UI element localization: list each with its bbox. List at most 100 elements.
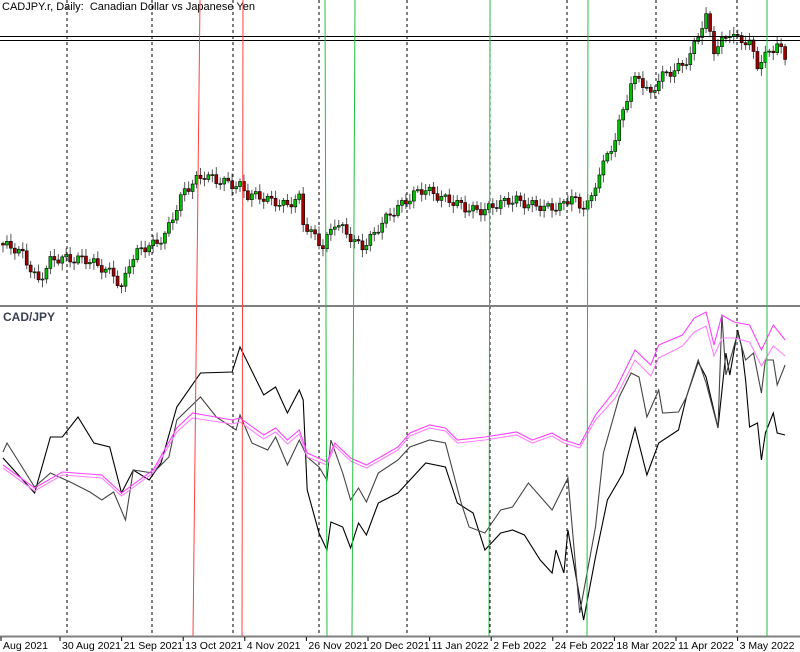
candle-body	[581, 207, 586, 210]
candle-body	[250, 193, 254, 200]
candle-body	[443, 194, 448, 197]
candle-body	[463, 202, 467, 213]
candle-body	[404, 200, 408, 205]
candle-body	[589, 195, 594, 202]
candle-body	[735, 34, 740, 36]
candle-body	[451, 202, 456, 206]
candle-body	[771, 50, 776, 53]
candle-body	[297, 193, 302, 200]
candle-body	[159, 242, 163, 245]
candle-body	[668, 72, 673, 77]
candle-body	[514, 195, 519, 204]
candle-body	[431, 186, 436, 195]
candle-body	[135, 248, 140, 260]
candle-body	[103, 268, 108, 273]
candle-body	[660, 71, 665, 82]
candle-body	[186, 188, 191, 192]
x-tick-label: 30 Aug 2021	[62, 640, 121, 652]
candle-body	[32, 271, 37, 274]
red-vertical-line	[192, 0, 201, 637]
candle-body	[119, 285, 124, 287]
candle-body	[419, 189, 424, 195]
candle-body	[388, 213, 392, 216]
candle-body	[712, 31, 716, 55]
candle-body	[510, 202, 515, 205]
candle-body	[459, 200, 464, 203]
candle-body	[293, 199, 298, 208]
indicator-line-4	[2, 325, 786, 497]
candle-body	[182, 188, 187, 196]
candle-body	[680, 62, 685, 66]
candle-body	[261, 198, 266, 202]
candle-body	[613, 140, 618, 152]
candle-body	[48, 256, 53, 269]
x-tick-label: 26 Nov 2021	[308, 640, 368, 652]
candle-body	[724, 37, 728, 39]
candle-body	[16, 248, 21, 254]
candle-body	[605, 153, 610, 162]
candle-body	[621, 109, 625, 121]
candle-body	[629, 83, 633, 102]
candle-body	[550, 203, 554, 211]
green-vertical-line	[586, 0, 589, 637]
candle-body	[569, 196, 574, 205]
candle-body	[60, 256, 65, 264]
candle-body	[558, 202, 562, 211]
candle-body	[92, 258, 96, 263]
x-tick-label: 24 Feb 2022	[555, 640, 614, 652]
candle-body	[763, 51, 768, 63]
candle-body	[609, 151, 614, 154]
candle-body	[360, 240, 365, 251]
candle-body	[254, 191, 258, 195]
green-vertical-line	[324, 0, 328, 637]
candle-body	[411, 190, 416, 202]
candle-body	[775, 43, 780, 53]
red-vertical-line	[241, 0, 244, 637]
candle-body	[494, 207, 499, 209]
candle-body	[573, 196, 578, 199]
candle-body	[80, 255, 84, 258]
x-tick-label: 13 Oct 2021	[185, 640, 242, 652]
candle-body	[52, 256, 57, 261]
candle-body	[546, 203, 550, 207]
candle-body	[289, 204, 294, 208]
candle-body	[234, 186, 238, 190]
x-tick-label: 3 May 2022	[740, 640, 795, 652]
candle-body	[755, 51, 760, 70]
candle-body	[68, 254, 72, 263]
candle-body	[305, 224, 309, 232]
candle-body	[246, 190, 250, 200]
candle-body	[767, 50, 772, 53]
candle-body	[1, 243, 5, 246]
candle-body	[178, 194, 183, 211]
candle-body	[408, 200, 412, 205]
candle-body	[692, 41, 697, 54]
candle-body	[265, 195, 270, 202]
candles	[1, 7, 787, 294]
candle-body	[759, 62, 764, 70]
candle-body	[435, 193, 440, 201]
candle-body	[88, 262, 92, 265]
candle-body	[684, 64, 689, 66]
candle-body	[171, 219, 175, 223]
candle-body	[352, 239, 357, 242]
candle-body	[175, 210, 179, 221]
candle-body	[139, 247, 144, 250]
candle-body	[696, 37, 701, 42]
candle-body	[562, 201, 566, 204]
candle-body	[336, 225, 341, 228]
candle-body	[222, 177, 226, 185]
candle-body	[9, 241, 13, 249]
candle-body	[400, 200, 404, 206]
indicator-line-3	[2, 311, 786, 494]
candle-body	[190, 183, 195, 192]
candle-body	[751, 39, 756, 52]
candle-body	[99, 265, 104, 273]
candle-body	[163, 232, 167, 244]
candle-body	[396, 205, 400, 216]
indicator-line-1	[2, 329, 786, 621]
candle-body	[423, 190, 428, 195]
x-tick-label: 11 Jan 2022	[432, 640, 489, 652]
candle-body	[506, 197, 511, 205]
